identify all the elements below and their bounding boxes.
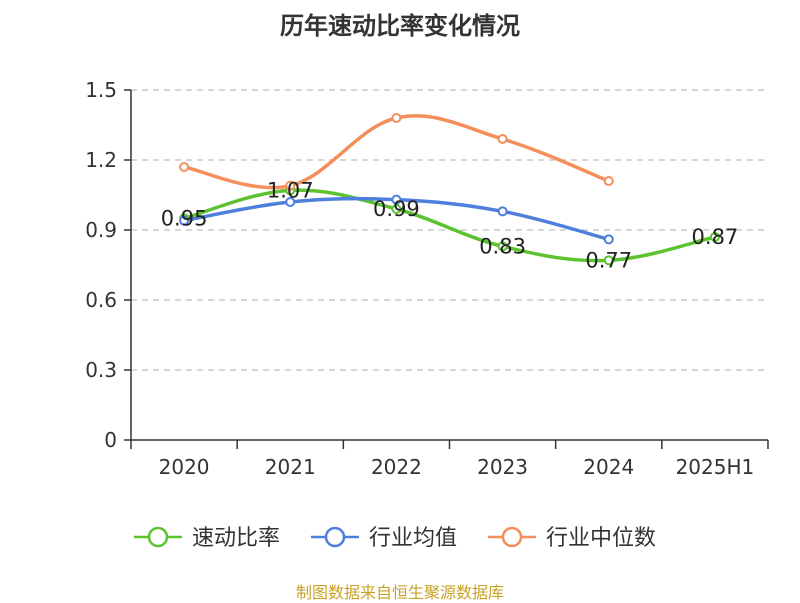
data-label: 0.99 — [373, 197, 420, 221]
series-line — [182, 188, 717, 263]
data-point — [603, 176, 614, 186]
data-point — [285, 197, 296, 207]
y-tick-label: 0.6 — [85, 288, 117, 312]
data-point — [391, 113, 402, 123]
data-label: 0.83 — [479, 234, 526, 258]
data-point — [497, 241, 508, 252]
data-point — [391, 204, 402, 214]
legend-label[interactable]: 速动比率 — [192, 526, 280, 551]
y-tick-label: 0.3 — [85, 358, 117, 382]
grid-lines — [131, 89, 768, 371]
data-point — [179, 162, 190, 172]
legend-marker — [147, 526, 169, 548]
data-label: 0.87 — [692, 225, 739, 249]
legend[interactable]: 速动比率 行业均值 行业中位数 — [134, 526, 656, 551]
x-tick-label: 2020 — [159, 455, 210, 479]
chart-title: 历年速动比率变化情况 — [280, 12, 520, 40]
x-tick-label: 2023 — [477, 455, 528, 479]
series-line — [182, 114, 611, 190]
data-point — [497, 206, 508, 217]
legend-marker — [501, 526, 523, 548]
x-tick-label: 2021 — [265, 455, 316, 479]
data-point — [709, 232, 720, 242]
data-point — [603, 255, 614, 266]
x-tick-label: 2022 — [371, 455, 422, 479]
data-labels: 0.95 1.07 0.99 0.83 0.77 0.87 — [161, 178, 739, 272]
legend-label[interactable]: 行业均值 — [369, 526, 457, 551]
legend-label[interactable]: 行业中位数 — [546, 526, 656, 551]
y-tick-label: 0 — [104, 428, 117, 452]
y-tick-label: 1.5 — [85, 78, 117, 102]
data-point — [497, 134, 508, 144]
data-label: 0.77 — [585, 248, 632, 272]
data-point — [603, 234, 614, 245]
y-tick-label: 0.9 — [85, 218, 117, 242]
series-points — [179, 113, 720, 266]
x-tick-label: 2025H1 — [676, 455, 755, 479]
y-tick-label: 1.2 — [85, 148, 117, 172]
data-label: 1.07 — [267, 178, 314, 202]
data-point — [285, 180, 296, 191]
x-tick-label: 2024 — [583, 455, 634, 479]
data-point — [179, 215, 190, 226]
legend-marker — [324, 526, 346, 548]
source-note: 制图数据来自恒生聚源数据库 — [295, 583, 504, 602]
data-point — [391, 194, 402, 205]
data-label: 0.95 — [161, 206, 208, 230]
axes: 0 0.3 0.6 0.9 1.2 1.5 2020 2021 2022 2023 2024 2025… — [85, 78, 769, 479]
series-lines — [182, 114, 717, 263]
